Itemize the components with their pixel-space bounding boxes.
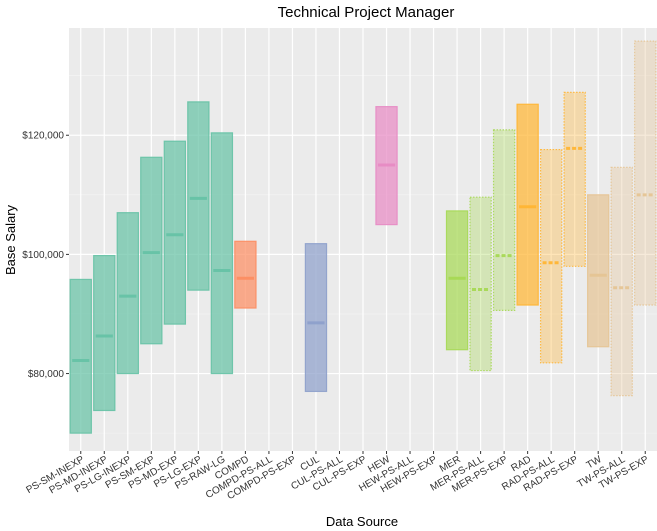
range-bar-compd (234, 240, 257, 309)
range-bar-ps-sm-inexp (69, 278, 92, 434)
range-bar-mer-ps-exp (492, 129, 516, 311)
range-bar-mer-ps-all (469, 196, 492, 372)
x-axis-title: Data Source (326, 514, 398, 529)
range-bar-ps-md-exp (163, 140, 187, 325)
range-bar-cul (304, 243, 328, 393)
y-axis: $80,000 $100,000 $120,000 (22, 131, 69, 380)
y-axis-title: Base Salary (3, 204, 18, 275)
range-bar-ps-lg-inexp (116, 212, 139, 375)
range-bar-tw (587, 194, 610, 348)
range-bar-rad (516, 103, 539, 306)
range-bar-ps-md-inexp (93, 254, 116, 412)
y-tick-label: $80,000 (28, 369, 65, 380)
y-tick-label: $120,000 (22, 131, 64, 142)
range-bar-ps-raw-lg (210, 132, 234, 375)
range-bar-tw-ps-all (610, 166, 633, 397)
range-bar-ps-sm-exp (140, 156, 163, 345)
range-bar-rad-ps-all (539, 148, 563, 364)
range-bar-ps-lg-exp (187, 101, 210, 291)
chart-title: Technical Project Manager (278, 4, 455, 21)
x-axis: PS-SM-INEXPPS-MD-INEXPPS-LG-INEXPPS-SM-E… (24, 451, 651, 502)
range-bar-tw-ps-exp (634, 40, 657, 306)
y-tick-label: $100,000 (22, 250, 64, 261)
range-bar-mer (445, 210, 469, 351)
range-bars (69, 40, 657, 434)
range-bar-rad-ps-exp (563, 91, 586, 267)
